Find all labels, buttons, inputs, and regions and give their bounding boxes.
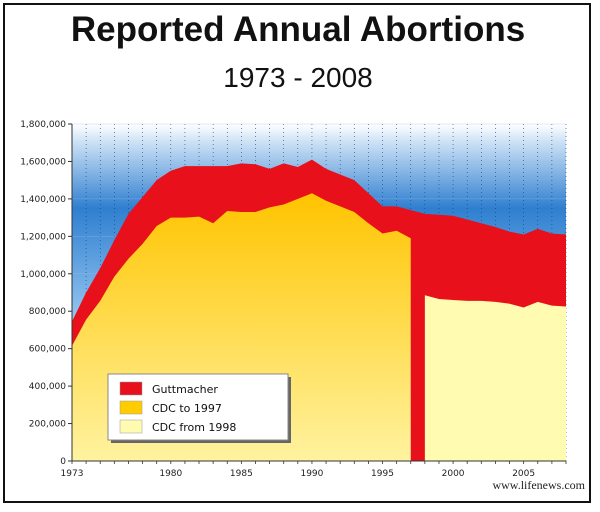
source-credit: www.lifenews.com bbox=[492, 478, 585, 492]
y-tick-label: 1,000,000 bbox=[20, 270, 66, 280]
x-tick-label: 2005 bbox=[512, 469, 535, 479]
x-tick-label: 1980 bbox=[159, 469, 182, 479]
y-tick-label: 1,200,000 bbox=[20, 232, 66, 242]
chart-title: Reported Annual Abortions bbox=[70, 10, 526, 49]
area-cdc-from-1998 bbox=[424, 295, 566, 461]
legend-swatch bbox=[119, 381, 143, 396]
y-tick-label: 200,000 bbox=[29, 420, 66, 430]
x-tick-label: 1990 bbox=[300, 469, 323, 479]
x-tick-label: 2000 bbox=[442, 469, 465, 479]
x-tick-label: 1985 bbox=[230, 469, 253, 479]
legend: Guttmacher CDC to 1997 CDC from 1998 bbox=[107, 373, 291, 443]
x-axis-ticks: 1973 1980 1985 1990 1995 2000 2005 bbox=[61, 461, 567, 479]
y-tick-label: 1,600,000 bbox=[20, 157, 66, 167]
y-tick-label: 600,000 bbox=[29, 345, 66, 355]
y-tick-label: 400,000 bbox=[29, 382, 66, 392]
y-tick-label: 1,800,000 bbox=[20, 120, 66, 130]
axes bbox=[71, 124, 566, 462]
y-tick-label: 800,000 bbox=[29, 307, 66, 317]
legend-label: CDC to 1997 bbox=[152, 402, 222, 415]
legend-swatch bbox=[119, 400, 143, 415]
y-tick-label: 1,400,000 bbox=[20, 195, 66, 205]
y-axis-ticks: 0 200,000 400,000 600,000 800,000 1,000,000 1,… bbox=[20, 120, 72, 467]
y-tick-label: 0 bbox=[60, 457, 66, 467]
legend-label: CDC from 1998 bbox=[152, 421, 236, 434]
x-tick-label: 1973 bbox=[61, 469, 84, 479]
legend-label: Guttmacher bbox=[152, 383, 218, 396]
x-tick-label: 1995 bbox=[371, 469, 394, 479]
chart-subtitle: 1973 - 2008 bbox=[223, 62, 373, 93]
legend-swatch bbox=[119, 419, 143, 434]
